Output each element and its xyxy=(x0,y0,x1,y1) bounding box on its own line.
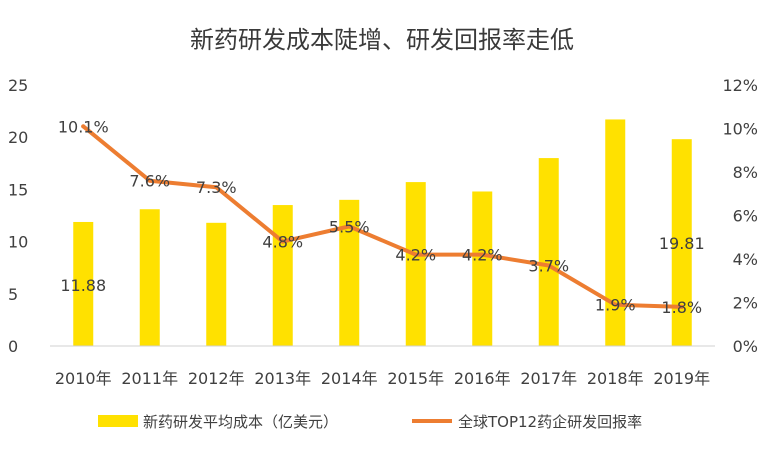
bar xyxy=(538,158,559,346)
right-axis: 0% 2% 4% 6% 8% 10% 12% xyxy=(722,76,758,356)
line-point xyxy=(280,239,285,244)
line-point xyxy=(214,185,219,190)
line-data-label: 7.6% xyxy=(129,172,170,191)
x-axis-tick: 2010年 xyxy=(55,369,112,388)
x-axis-tick: 2016年 xyxy=(454,369,511,388)
left-axis-tick: 0 xyxy=(8,337,18,356)
bar xyxy=(605,119,626,347)
right-axis-tick: 8% xyxy=(733,163,758,182)
x-axis-tick: 2013年 xyxy=(254,369,311,388)
x-axis-tick: 2018年 xyxy=(587,369,644,388)
right-axis-tick: 10% xyxy=(722,120,758,139)
bar xyxy=(472,191,493,346)
line-point xyxy=(546,263,551,268)
line-point xyxy=(347,224,352,229)
line-series: 10.1% 7.6% 7.3% 4.8% 5.5% 4.2% 4.2% 3.7% 1.9% 1.8… xyxy=(58,117,702,317)
bar xyxy=(405,182,426,346)
bar xyxy=(671,139,692,346)
bar xyxy=(339,199,360,346)
bar xyxy=(139,209,160,346)
legend-bar-label: 新药研发平均成本（亿美元） xyxy=(143,413,338,431)
line-point xyxy=(480,252,485,257)
line-data-label: 3.7% xyxy=(528,257,569,276)
legend-line-label: 全球TOP12药企研发回报率 xyxy=(458,413,642,431)
line-data-label: 5.5% xyxy=(329,217,370,236)
chart-title: 新药研发成本陡增、研发回报率走低 xyxy=(190,26,574,54)
left-axis-tick: 20 xyxy=(8,128,28,147)
x-axis: 2010年 2011年 2012年 2013年 2014年 2015年 2016年 2017年… xyxy=(50,345,715,388)
left-axis: 0 5 10 15 20 25 xyxy=(8,76,28,356)
line-data-label: 10.1% xyxy=(58,117,109,136)
bar xyxy=(272,205,293,346)
legend-bar-swatch xyxy=(98,415,138,427)
legend: 新药研发平均成本（亿美元） 全球TOP12药企研发回报率 xyxy=(98,413,642,431)
line-data-label: 1.9% xyxy=(595,296,636,315)
bar-series: 11.88 19.81 xyxy=(60,119,705,347)
line-data-label: 1.8% xyxy=(661,298,702,317)
bar xyxy=(206,222,227,346)
left-axis-tick: 15 xyxy=(8,180,28,199)
bar xyxy=(73,221,94,346)
line-data-label: 4.8% xyxy=(262,233,303,252)
x-axis-tick: 2019年 xyxy=(653,369,710,388)
right-axis-tick: 6% xyxy=(733,207,758,226)
right-axis-tick: 12% xyxy=(722,76,758,95)
line-path xyxy=(81,124,684,309)
right-axis-tick: 2% xyxy=(733,294,758,313)
line-point xyxy=(413,252,418,257)
left-axis-tick: 5 xyxy=(8,285,18,304)
line-data-label: 7.3% xyxy=(196,178,237,197)
line-point xyxy=(147,178,152,183)
x-axis-tick: 2014年 xyxy=(321,369,378,388)
line-point xyxy=(613,302,618,307)
bar-data-label: 19.81 xyxy=(659,234,705,253)
x-axis-tick: 2015年 xyxy=(387,369,444,388)
x-axis-tick: 2017年 xyxy=(520,369,577,388)
line-point xyxy=(679,304,684,309)
bar-data-label: 11.88 xyxy=(60,276,106,295)
line-point xyxy=(81,124,86,129)
right-axis-tick: 4% xyxy=(733,250,758,269)
x-axis-tick: 2012年 xyxy=(188,369,245,388)
right-axis-tick: 0% xyxy=(733,337,758,356)
left-axis-tick: 25 xyxy=(8,76,28,95)
line-data-label: 4.2% xyxy=(395,246,436,265)
x-axis-tick: 2011年 xyxy=(121,369,178,388)
left-axis-tick: 10 xyxy=(8,233,28,252)
line-data-label: 4.2% xyxy=(462,246,503,265)
